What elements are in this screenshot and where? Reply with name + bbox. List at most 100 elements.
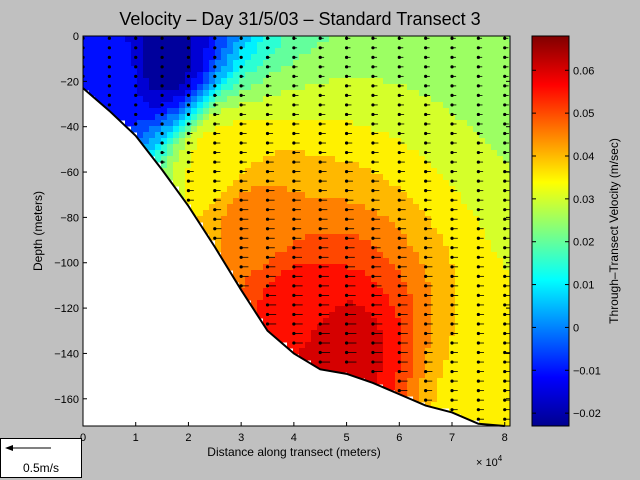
- heat-cell: [503, 336, 510, 343]
- heat-cell: [371, 276, 378, 283]
- heat-cell: [425, 108, 432, 115]
- heat-cell: [137, 114, 144, 121]
- vector-point: [476, 246, 480, 250]
- heat-cell: [233, 150, 240, 157]
- vector-point: [476, 65, 480, 69]
- vector-point: [450, 293, 454, 297]
- heat-cell: [455, 228, 462, 235]
- heat-cell: [257, 240, 264, 247]
- heat-cell: [335, 342, 342, 349]
- heat-cell: [383, 210, 390, 217]
- heat-cell: [395, 240, 402, 247]
- heat-cell: [311, 186, 318, 193]
- vector-point: [503, 389, 507, 393]
- heat-cell: [353, 120, 360, 127]
- heat-cell: [161, 42, 168, 49]
- heat-cell: [401, 126, 408, 133]
- heat-cell: [497, 288, 504, 295]
- heat-cell: [227, 174, 234, 181]
- colorbar-tick-label: 0.02: [573, 237, 594, 249]
- heat-cell: [311, 162, 318, 169]
- heat-cell: [257, 48, 264, 55]
- heat-cell: [503, 174, 510, 181]
- heat-cell: [485, 294, 492, 301]
- heat-cell: [269, 102, 276, 109]
- vector-point: [476, 84, 480, 88]
- heat-cell: [491, 282, 498, 289]
- heat-cell: [473, 186, 480, 193]
- heat-cell: [161, 66, 168, 73]
- heat-cell: [305, 294, 312, 301]
- heat-cell: [353, 204, 360, 211]
- heat-cell: [275, 168, 282, 175]
- heat-cell: [395, 78, 402, 85]
- heat-cell: [299, 228, 306, 235]
- heat-cell: [227, 72, 234, 79]
- heat-cell: [119, 96, 126, 103]
- heat-cell: [389, 282, 396, 289]
- heat-cell: [305, 198, 312, 205]
- heat-cell: [131, 60, 138, 67]
- heat-cell: [497, 246, 504, 253]
- heat-cell: [401, 72, 408, 79]
- heat-cell: [197, 108, 204, 115]
- heat-cell: [359, 234, 366, 241]
- heat-cell: [473, 312, 480, 319]
- heat-cell: [341, 150, 348, 157]
- heat-cell: [317, 210, 324, 217]
- heat-cell: [407, 144, 414, 151]
- heat-cell: [269, 132, 276, 139]
- heat-cell: [311, 240, 318, 247]
- heat-cell: [401, 144, 408, 151]
- heat-cell: [485, 348, 492, 355]
- heat-cell: [143, 36, 150, 43]
- heat-cell: [437, 216, 444, 223]
- vector-point: [292, 265, 296, 269]
- heat-cell: [461, 336, 468, 343]
- heat-cell: [251, 210, 258, 217]
- heat-cell: [107, 78, 114, 85]
- heat-cell: [449, 342, 456, 349]
- vector-point: [476, 379, 480, 383]
- vector-point: [318, 265, 322, 269]
- heat-cell: [167, 144, 174, 151]
- heat-cell: [263, 240, 270, 247]
- heat-cell: [275, 264, 282, 271]
- heat-cell: [473, 60, 480, 67]
- heat-cell: [191, 60, 198, 67]
- heat-cell: [467, 66, 474, 73]
- heat-cell: [443, 36, 450, 43]
- vector-point: [476, 160, 480, 164]
- heat-cell: [149, 96, 156, 103]
- heat-cell: [443, 336, 450, 343]
- vector-point: [213, 112, 217, 117]
- vector-point: [292, 160, 296, 164]
- vector-point: [503, 93, 507, 98]
- heat-cell: [317, 288, 324, 295]
- heat-cell: [377, 90, 384, 97]
- heat-cell: [161, 96, 168, 103]
- heat-cell: [479, 324, 486, 331]
- heat-cell: [359, 36, 366, 43]
- vector-point: [292, 65, 296, 69]
- heat-cell: [413, 204, 420, 211]
- vector-point: [292, 112, 296, 117]
- vector-point: [424, 312, 428, 317]
- heat-cell: [383, 306, 390, 313]
- heat-cell: [377, 348, 384, 355]
- heat-cell: [413, 282, 420, 289]
- vector-point: [476, 236, 480, 240]
- heat-cell: [407, 258, 414, 265]
- heat-cell: [353, 192, 360, 199]
- heat-cell: [287, 288, 294, 295]
- heat-cell: [383, 372, 390, 379]
- heat-cell: [353, 372, 360, 379]
- heat-cell: [377, 156, 384, 163]
- vector-point: [318, 74, 322, 78]
- heat-cell: [257, 78, 264, 85]
- y-axis-label: Depth (meters): [31, 191, 45, 271]
- heat-cell: [443, 228, 450, 235]
- heat-cell: [491, 228, 498, 235]
- heat-cell: [191, 150, 198, 157]
- heat-cell: [419, 270, 426, 277]
